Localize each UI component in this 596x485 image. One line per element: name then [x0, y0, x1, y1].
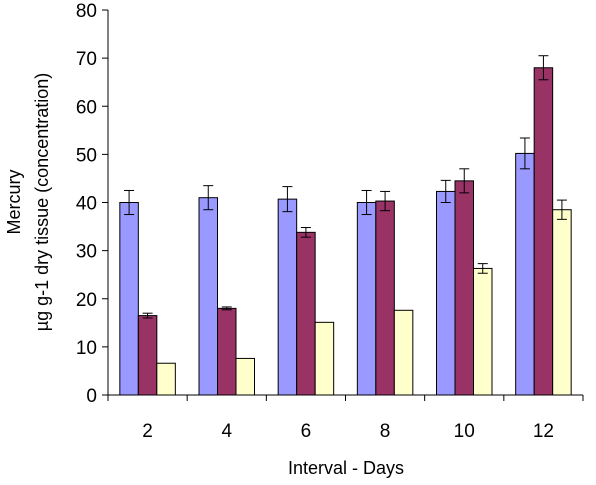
bar-series3-cat-8 — [393, 309, 414, 396]
bar-series1-cat-4 — [198, 197, 218, 396]
x-tick-label-6: 6 — [301, 421, 312, 442]
y-tick-label-70: 70 — [76, 49, 97, 70]
x-tick-label-8: 8 — [380, 421, 391, 442]
y-tick-label-20: 20 — [76, 290, 97, 311]
bar-series2-cat-8 — [375, 200, 395, 396]
x-axis-title: Interval - Days — [288, 458, 404, 478]
bar-series1-cat-6 — [277, 198, 298, 396]
y-tick-label-80: 80 — [76, 1, 97, 22]
x-tick-label-2: 2 — [142, 421, 153, 442]
y-tick-label-10: 10 — [76, 338, 97, 359]
bar-series3-cat-12 — [552, 209, 572, 396]
y-tick-label-30: 30 — [76, 242, 97, 263]
y-tick-label-50: 50 — [76, 145, 97, 166]
bar-series1-cat-2 — [119, 202, 139, 396]
bar-series1-cat-10 — [436, 190, 456, 396]
x-tick-label-12: 12 — [533, 421, 554, 442]
bar-series1-cat-12 — [515, 152, 535, 396]
y-tick-label-0: 0 — [86, 386, 97, 407]
x-tick-label-4: 4 — [221, 421, 232, 442]
y-axis-title-line1: Mercury — [4, 169, 24, 234]
bar-series2-cat-2 — [137, 315, 158, 396]
bar-series2-cat-4 — [217, 307, 237, 396]
bar-series1-cat-8 — [356, 202, 377, 396]
bar-series3-cat-4 — [235, 357, 255, 396]
plot-area: 0 10 20 30 40 50 60 70 80 2 4 6 8 10 12 — [76, 1, 584, 442]
y-axis-title-line2: µg g-1 dry tissue (concentration) — [32, 73, 52, 332]
bar-series3-cat-10 — [473, 267, 493, 396]
y-tick-label-40: 40 — [76, 194, 97, 215]
bar-series2-cat-12 — [533, 67, 554, 396]
y-tick-label-60: 60 — [76, 97, 97, 118]
bar-series3-cat-2 — [156, 362, 176, 396]
x-tick-label-10: 10 — [454, 421, 475, 442]
bar-series2-cat-10 — [454, 180, 474, 396]
bar-series2-cat-6 — [296, 231, 316, 396]
bar-series3-cat-6 — [314, 321, 335, 396]
